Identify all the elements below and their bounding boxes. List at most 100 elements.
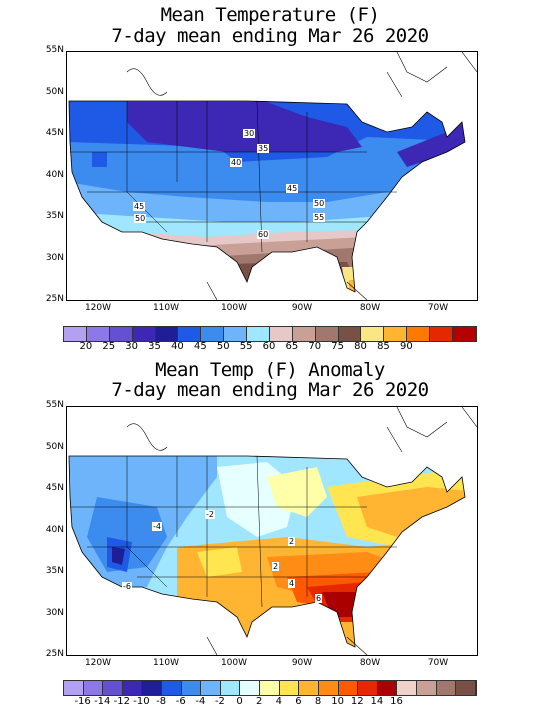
colorbar-swatch — [220, 681, 241, 695]
latitude-label: 25N — [45, 294, 64, 304]
colorbar-swatch — [292, 327, 316, 341]
contour-label: 30 — [243, 129, 256, 138]
colorbar-swatch — [201, 681, 221, 695]
colorbar-swatch — [318, 681, 339, 695]
colorbar-label: 65 — [285, 341, 299, 352]
colorbar-label: 4 — [275, 696, 282, 707]
colorbar-swatch — [181, 681, 202, 695]
bottom-colorbar — [63, 680, 477, 696]
colorbar-label: 90 — [399, 341, 413, 352]
colorbar-label: 35 — [148, 341, 161, 352]
colorbar-label: -14 — [94, 696, 111, 707]
contour-label: -6 — [122, 582, 132, 591]
contour-label: -4 — [152, 522, 162, 531]
colorbar-swatch — [142, 681, 163, 695]
colorbar-label: -8 — [156, 696, 167, 707]
colorbar-label: 50 — [216, 341, 230, 352]
colorbar-label: -10 — [133, 696, 150, 707]
colorbar-label: 10 — [331, 696, 345, 707]
colorbar-label: 2 — [256, 696, 263, 707]
contour-label: 55 — [313, 213, 326, 222]
longitude-label: 110W — [152, 303, 180, 313]
latitude-label: 30N — [45, 252, 64, 263]
colorbar-label: -12 — [113, 696, 131, 707]
colorbar-swatch — [315, 327, 339, 341]
longitude-label: 100W — [220, 303, 248, 313]
colorbar-label: -2 — [214, 696, 225, 707]
top-temperature-map: 30 35 40 45 45 50 50 55 60 — [66, 51, 478, 301]
colorbar-swatch — [64, 327, 87, 341]
colorbar-swatch — [64, 681, 84, 695]
colorbar-swatch — [260, 681, 280, 695]
colorbar-swatch — [452, 327, 476, 341]
contour-label: 2 — [288, 537, 296, 546]
latitude-label: 50N — [45, 86, 64, 97]
colorbar-swatch — [86, 327, 110, 341]
colorbar-swatch — [358, 681, 378, 695]
colorbar-swatch — [224, 327, 247, 341]
top-title-line1: Mean Temperature (F) — [160, 4, 380, 26]
colorbar-swatch — [83, 681, 104, 695]
contour-label: -2 — [205, 510, 215, 519]
colorbar-swatch — [132, 327, 156, 341]
top-map-graphic — [68, 52, 477, 300]
longitude-label: 80W — [359, 303, 381, 313]
contour-label: 50 — [313, 199, 326, 208]
colorbar-swatch — [279, 681, 300, 695]
colorbar-label: 20 — [79, 341, 93, 352]
bottom-title-line1: Mean Temp (F) Anomaly — [155, 359, 385, 381]
colorbar-swatch — [338, 327, 362, 341]
colorbar-label: 14 — [370, 696, 384, 707]
contour-label: 50 — [134, 214, 147, 223]
colorbar-swatch — [377, 681, 398, 695]
colorbar-label: 40 — [171, 341, 184, 352]
colorbar-label: 25 — [102, 341, 116, 352]
colorbar-swatch — [397, 681, 417, 695]
colorbar-swatch — [436, 681, 457, 695]
longitude-label: 80W — [359, 658, 381, 668]
colorbar-label: 80 — [354, 341, 367, 352]
colorbar-swatch — [155, 327, 179, 341]
longitude-label: 90W — [291, 658, 313, 668]
contour-label: 2 — [272, 562, 280, 571]
colorbar-label: -4 — [195, 696, 206, 707]
colorbar-label: 75 — [331, 341, 345, 352]
colorbar-swatch — [456, 681, 476, 695]
latitude-label: 30N — [45, 607, 64, 618]
contour-label: 40 — [230, 158, 243, 167]
colorbar-swatch — [407, 327, 430, 341]
colorbar-swatch — [178, 327, 202, 341]
top-title-line2: 7-day mean ending Mar 26 2020 — [111, 25, 429, 47]
colorbar-label: -16 — [74, 696, 91, 707]
colorbar-swatch — [416, 681, 437, 695]
colorbar-label: 85 — [377, 341, 390, 352]
colorbar-label: 0 — [236, 696, 243, 707]
latitude-label: 55N — [45, 45, 64, 55]
longitude-label: 70W — [427, 303, 449, 313]
colorbar-label: 6 — [295, 696, 302, 707]
contour-label: 45 — [133, 202, 146, 211]
colorbar-swatch — [103, 681, 123, 695]
colorbar-swatch — [201, 327, 225, 341]
longitude-label: 120W — [84, 658, 112, 668]
latitude-label: 40N — [45, 169, 64, 180]
longitude-label: 110W — [152, 658, 180, 668]
contour-label: 60 — [257, 230, 270, 239]
longitude-label: 120W — [84, 303, 112, 313]
colorbar-swatch — [361, 327, 385, 341]
colorbar-swatch — [240, 681, 261, 695]
contour-label: 6 — [315, 594, 323, 603]
colorbar-swatch — [109, 327, 133, 341]
bottom-map-graphic — [68, 407, 477, 655]
contour-label: 45 — [286, 184, 299, 193]
longitude-label: 70W — [427, 658, 449, 668]
colorbar-label: 60 — [262, 341, 276, 352]
latitude-label: 50N — [45, 441, 64, 452]
colorbar-label: -6 — [175, 696, 186, 707]
colorbar-swatch — [247, 327, 270, 341]
latitude-label: 40N — [45, 524, 64, 535]
latitude-label: 35N — [45, 566, 64, 576]
colorbar-swatch — [338, 681, 359, 695]
colorbar-label: 45 — [193, 341, 207, 352]
latitude-label: 55N — [45, 400, 64, 410]
